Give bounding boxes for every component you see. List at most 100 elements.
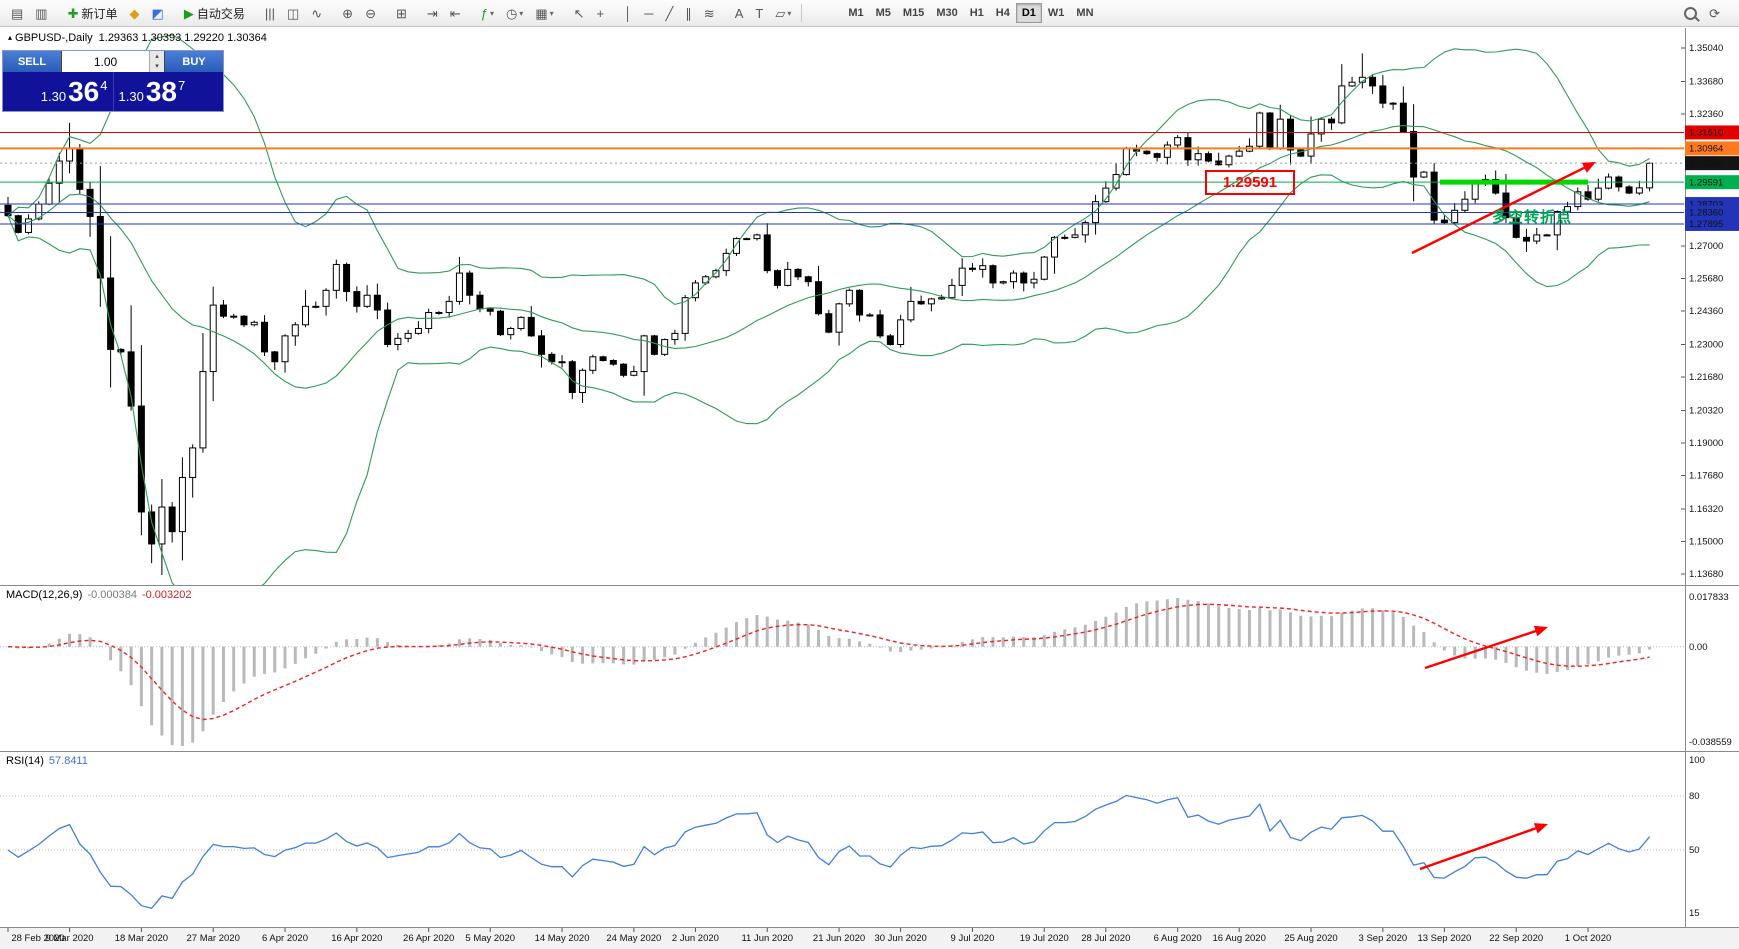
toolbar-separator <box>801 4 803 22</box>
caret-down-icon: ▾ <box>519 8 524 18</box>
chart-background <box>0 28 1739 949</box>
volume-value: 1.00 <box>93 54 118 69</box>
text-button[interactable]: A <box>730 2 749 24</box>
timeframe-m30[interactable]: M30 <box>930 3 963 23</box>
svg-text:19 Jul 2020: 19 Jul 2020 <box>1020 933 1069 944</box>
buy-button[interactable]: BUY <box>165 51 223 72</box>
history-center-button[interactable]: ◆ <box>125 2 145 24</box>
new-chart-button[interactable]: ▤ <box>6 2 28 24</box>
caret-down-icon: ▾ <box>787 8 792 18</box>
svg-text:28 Feb 2020: 28 Feb 2020 <box>11 933 64 944</box>
svg-text:1 Oct 2020: 1 Oct 2020 <box>1565 933 1611 944</box>
timeframe-m15[interactable]: M15 <box>897 3 930 23</box>
indicator-axes: 0.017833 0.00 -0.038559 100 80 50 15 <box>1689 592 1732 919</box>
svg-text:1.27895: 1.27895 <box>1689 219 1723 230</box>
svg-text:1.17680: 1.17680 <box>1689 471 1723 482</box>
fibonacci-button[interactable]: ≋ <box>699 2 720 24</box>
svg-text:28 Jul 2020: 28 Jul 2020 <box>1081 933 1130 944</box>
toolbar-right-icons: ⟳ <box>1678 2 1734 24</box>
volume-spinner[interactable]: 1.00 ▴ ▾ <box>61 51 165 72</box>
buy-price-figure: 1.30 <box>118 88 144 104</box>
crosshair-button[interactable]: + <box>592 2 610 24</box>
tile-windows-button[interactable]: ⊞ <box>391 2 412 24</box>
indicators-button[interactable]: ƒ ▾ <box>476 2 499 24</box>
crosshair-icon: + <box>596 5 605 21</box>
trendline-icon: ╱ <box>665 5 674 21</box>
timeframe-m1[interactable]: M1 <box>842 3 869 23</box>
timeframe-d1[interactable]: D1 <box>1015 3 1042 23</box>
shapes-icon: ▱ <box>775 5 786 21</box>
svg-text:1.32360: 1.32360 <box>1689 109 1723 120</box>
timeframe-w1[interactable]: W1 <box>1042 3 1071 23</box>
candlestick-button[interactable]: ◫ <box>282 2 304 24</box>
svg-text:27 Mar 2020: 27 Mar 2020 <box>187 933 240 944</box>
caret-down-icon: ▾ <box>549 8 554 18</box>
svg-text:13 Sep 2020: 13 Sep 2020 <box>1417 933 1471 944</box>
svg-text:1.13680: 1.13680 <box>1689 569 1723 580</box>
svg-text:1.16320: 1.16320 <box>1689 504 1723 515</box>
channel-button[interactable]: ∥ <box>680 2 697 24</box>
bar-chart-button[interactable]: ||| <box>260 2 280 24</box>
svg-text:14 May 2020: 14 May 2020 <box>535 933 590 944</box>
svg-text:1.30964: 1.30964 <box>1689 144 1723 155</box>
svg-text:1.31610: 1.31610 <box>1689 128 1723 139</box>
templates-icon: ▦ <box>535 5 548 21</box>
svg-text:0.00: 0.00 <box>1689 642 1708 653</box>
new-order-button-label: 新订单 <box>81 6 118 21</box>
svg-text:24 May 2020: 24 May 2020 <box>606 933 661 944</box>
horizontal-level-lines[interactable] <box>0 131 1684 225</box>
periods-button[interactable]: ◷ ▾ <box>501 2 528 24</box>
auto-scroll-icon: ⇥ <box>426 5 438 21</box>
templates-button[interactable]: ▦ ▾ <box>530 2 558 24</box>
chart-shift-button[interactable]: ⇤ <box>445 2 466 24</box>
timeframe-mn[interactable]: MN <box>1070 3 1099 23</box>
svg-text:1.28360: 1.28360 <box>1689 208 1723 219</box>
chart-title: ▴ GBPUSD-,Daily 1.29363 1.30393 1.29220 1.… <box>8 32 267 44</box>
timeframe-h1[interactable]: H1 <box>964 3 990 23</box>
channel-icon: ∥ <box>685 5 692 21</box>
shapes-button[interactable]: ▱ ▾ <box>770 2 796 24</box>
cursor-button[interactable]: ↖ <box>569 2 590 24</box>
svg-text:1.19000: 1.19000 <box>1689 438 1723 449</box>
price-axis[interactable]: 1.35040 1.33680 1.32360 1.27000 1.25680 1.243… <box>1681 43 1739 580</box>
svg-text:5 May 2020: 5 May 2020 <box>465 933 515 944</box>
search-button[interactable] <box>1679 2 1702 24</box>
autotrading-icon: ▶ <box>183 5 194 21</box>
svg-text:1.15000: 1.15000 <box>1689 537 1723 548</box>
macd-panel <box>0 598 1684 746</box>
svg-text:15: 15 <box>1689 908 1700 919</box>
sell-price-point: 4 <box>100 77 108 93</box>
new-order-button[interactable]: ✚ 新订单 <box>63 2 123 24</box>
horizontal-line-button[interactable]: ─ <box>639 2 658 24</box>
svg-text:11 Jun 2020: 11 Jun 2020 <box>741 933 793 944</box>
buy-price-pips: 38 <box>145 75 177 107</box>
trendline-button[interactable]: ╱ <box>660 2 678 24</box>
autotrading-button[interactable]: ▶ 自动交易 <box>179 2 250 24</box>
zoom-in-button[interactable]: ⊕ <box>337 2 358 24</box>
label-button[interactable]: T <box>750 2 768 24</box>
auto-scroll-button[interactable]: ⇥ <box>422 2 443 24</box>
buy-price-point: 7 <box>177 77 186 93</box>
timeframe-h4[interactable]: H4 <box>990 3 1016 23</box>
svg-text:1.25680: 1.25680 <box>1689 274 1723 285</box>
buy-price: 1.30 38 7 <box>112 72 224 111</box>
vertical-line-button[interactable]: │ <box>619 2 637 24</box>
volume-down-button[interactable]: ▾ <box>155 63 159 71</box>
line-chart-button[interactable]: ∿ <box>306 2 327 24</box>
market-watch-button[interactable]: ◩ <box>147 2 169 24</box>
svg-text:80: 80 <box>1689 791 1700 802</box>
refresh-button[interactable]: ⟳ <box>1704 2 1725 24</box>
svg-text:22 Sep 2020: 22 Sep 2020 <box>1489 933 1543 944</box>
zoom-out-button[interactable]: ⊖ <box>360 2 381 24</box>
svg-text:3 Sep 2020: 3 Sep 2020 <box>1359 933 1408 944</box>
profiles-button[interactable]: ▥ <box>30 2 52 24</box>
timeframe-m5[interactable]: M5 <box>870 3 897 23</box>
volume-up-button[interactable]: ▴ <box>155 52 159 60</box>
indicators-icon: ƒ <box>480 5 488 21</box>
rsi-value: 57.8411 <box>48 755 88 767</box>
sell-button[interactable]: SELL <box>3 51 61 72</box>
magnifier-icon <box>1684 6 1698 20</box>
